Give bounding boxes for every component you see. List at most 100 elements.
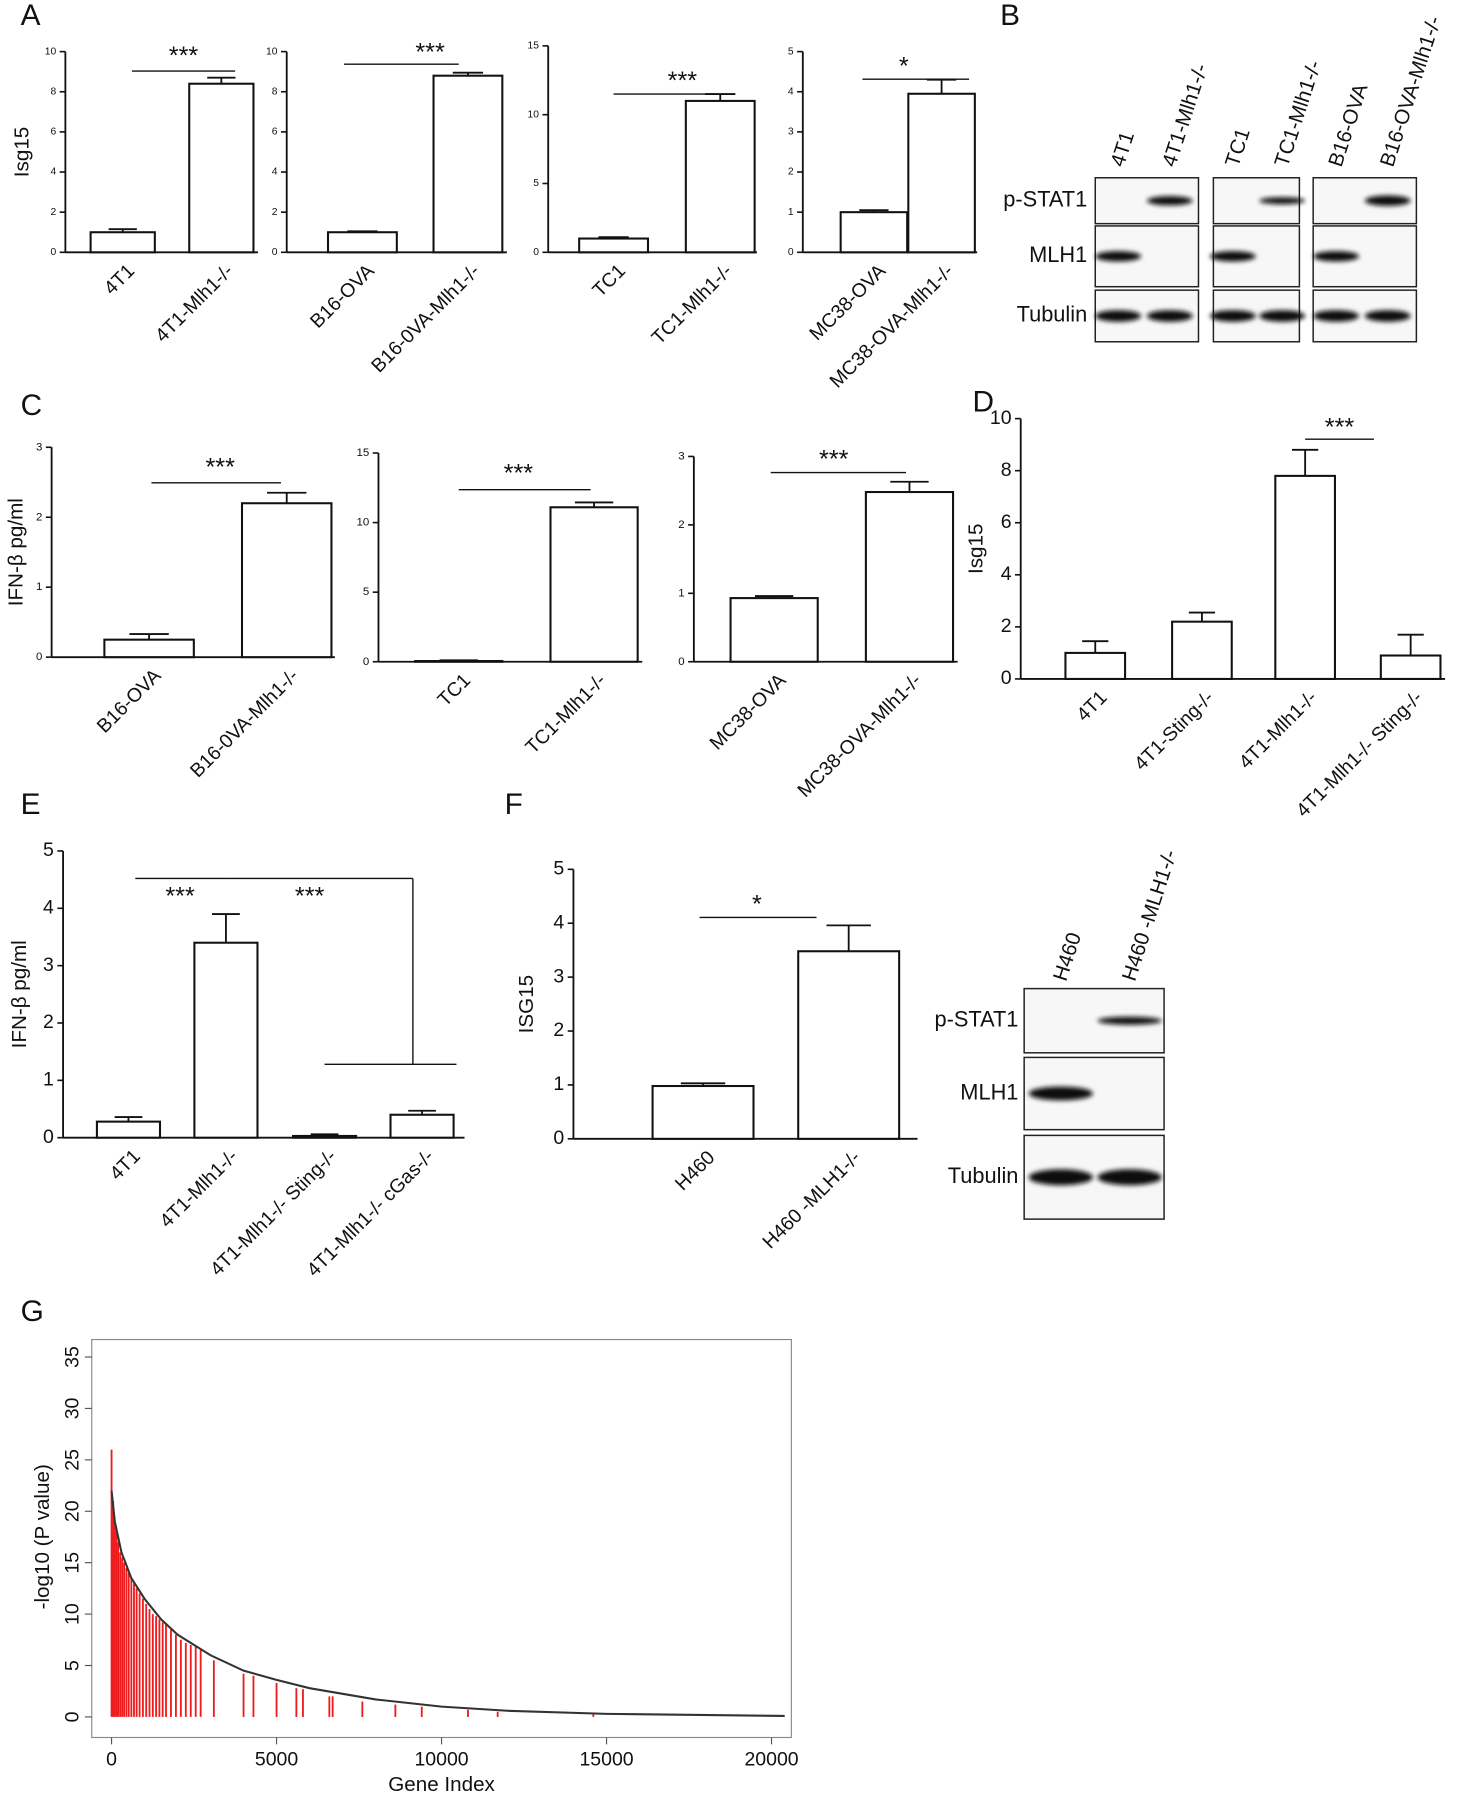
- x-tick-label: 4T1: [1072, 687, 1111, 726]
- y-tick-label: 3: [36, 441, 42, 453]
- significance-label: ***: [205, 454, 235, 482]
- y-tick-label: 3: [788, 127, 794, 138]
- bar: [549, 506, 639, 663]
- x-tick-label: 20000: [744, 1749, 798, 1771]
- y-tick-label: 20: [62, 1500, 84, 1522]
- panel-label: D: [973, 386, 995, 419]
- blot-row-label: MLH1: [960, 1079, 1018, 1104]
- y-tick-label: 15: [62, 1552, 84, 1574]
- bar: [326, 231, 398, 254]
- y-tick-label: 1: [678, 587, 684, 599]
- x-tick-label: B16-0VA-Mlh1-/-: [367, 260, 484, 377]
- bar: [907, 92, 976, 254]
- x-tick-label: MC38-OVA: [706, 669, 791, 754]
- significance-label: ***: [819, 446, 849, 474]
- x-tick-label: TC1-Mlh1-/-: [648, 260, 737, 349]
- y-tick-label: 2: [36, 511, 42, 523]
- y-tick-label: 0: [43, 1126, 54, 1148]
- y-tick-label: 2: [788, 167, 794, 178]
- y-tick-label: 10: [266, 46, 278, 57]
- bar: [684, 99, 756, 254]
- y-tick-label: 15: [528, 41, 540, 52]
- blot-lane-label: 4T1-Mlh1-/-: [1158, 61, 1213, 169]
- significance-label: *: [899, 52, 909, 80]
- y-tick-label: 4: [50, 167, 56, 178]
- x-tick-label: TC1: [588, 260, 630, 302]
- y-tick-label: 0: [678, 656, 684, 668]
- blot-row-label: p-STAT1: [1003, 186, 1087, 211]
- x-tick-label: 4T1-Mlh1-/-: [1235, 687, 1322, 774]
- y-tick-label: 0: [788, 247, 794, 258]
- blot-band: [1095, 251, 1142, 262]
- y-tick-label: 2: [43, 1011, 54, 1033]
- y-tick-label: 10: [528, 109, 540, 120]
- y-axis-label: IFN-β pg/ml: [5, 498, 28, 606]
- y-tick-label: 5: [43, 839, 54, 861]
- blot-band: [1364, 310, 1411, 322]
- x-tick-label: 0: [106, 1749, 117, 1771]
- y-tick-label: 4: [272, 167, 278, 178]
- x-tick-label: B16-OVA: [93, 665, 166, 738]
- y-tick-label: 0: [36, 651, 42, 663]
- significance-label: ***: [668, 67, 698, 95]
- bar: [729, 597, 819, 663]
- bar: [193, 941, 259, 1139]
- bar: [432, 74, 504, 254]
- significance-label: *: [752, 891, 762, 919]
- x-axis-label: Gene Index: [388, 1773, 495, 1796]
- x-tick-label: MC38-OVA-Mlh1-/-: [826, 260, 958, 392]
- y-tick-label: 0: [553, 1127, 564, 1149]
- x-tick-label: 4T1-Mlh1-/-: [156, 1145, 243, 1232]
- y-tick-label: 6: [50, 127, 56, 138]
- y-tick-label: 5: [553, 857, 564, 879]
- x-tick-label: 5000: [255, 1749, 299, 1771]
- bar: [1274, 474, 1336, 680]
- x-tick-label: MC38-OVA-Mlh1-/-: [793, 669, 925, 801]
- plot-frame: [91, 1338, 792, 1739]
- blot-row-label: MLH1: [1029, 242, 1087, 267]
- y-tick-label: 6: [1001, 511, 1012, 533]
- panel-label: A: [21, 0, 41, 32]
- panel-label: F: [505, 788, 523, 821]
- blot-lane-label: H460 -MLH1-/-: [1118, 847, 1182, 984]
- y-tick-label: 4: [788, 86, 794, 97]
- blot-band: [1097, 1016, 1162, 1025]
- y-tick-label: 0: [1001, 667, 1012, 689]
- y-tick-label: 1: [788, 207, 794, 218]
- y-tick-label: 3: [678, 450, 684, 462]
- y-axis-label: -log10 (P value): [31, 1464, 54, 1609]
- y-tick-label: 8: [272, 86, 278, 97]
- blot-lane-label: TC1: [1221, 125, 1255, 169]
- y-tick-label: 0: [533, 247, 539, 258]
- panel-label: E: [21, 788, 41, 821]
- x-tick-label: 15000: [579, 1749, 633, 1771]
- y-tick-label: 10: [990, 407, 1012, 429]
- bar: [95, 1120, 162, 1139]
- y-axis-label: ISG15: [515, 975, 538, 1033]
- bar: [797, 950, 901, 1140]
- y-tick-label: 0: [272, 247, 278, 258]
- y-tick-label: 15: [357, 447, 370, 459]
- blot-band: [1146, 310, 1193, 322]
- blot-band: [1209, 251, 1256, 262]
- bar: [188, 82, 255, 254]
- blot-band: [1097, 1169, 1162, 1186]
- y-tick-label: 10: [45, 46, 57, 57]
- bar: [1379, 654, 1442, 680]
- panel-label: B: [1000, 0, 1020, 32]
- bar: [864, 491, 955, 663]
- blot-lane-label: B16-OVA: [1324, 81, 1372, 170]
- y-tick-label: 4: [553, 911, 564, 933]
- bar: [103, 638, 195, 659]
- bar: [291, 1134, 358, 1139]
- blot-band: [1313, 310, 1360, 322]
- y-tick-label: 3: [553, 965, 564, 987]
- x-tick-label: 4T1-Mlh1-/-: [151, 260, 238, 347]
- x-tick-label: 4T1-Sting-/-: [1130, 687, 1218, 775]
- y-tick-label: 2: [272, 207, 278, 218]
- y-tick-label: 2: [1001, 615, 1012, 637]
- y-tick-label: 3: [43, 954, 54, 976]
- bar: [414, 660, 504, 663]
